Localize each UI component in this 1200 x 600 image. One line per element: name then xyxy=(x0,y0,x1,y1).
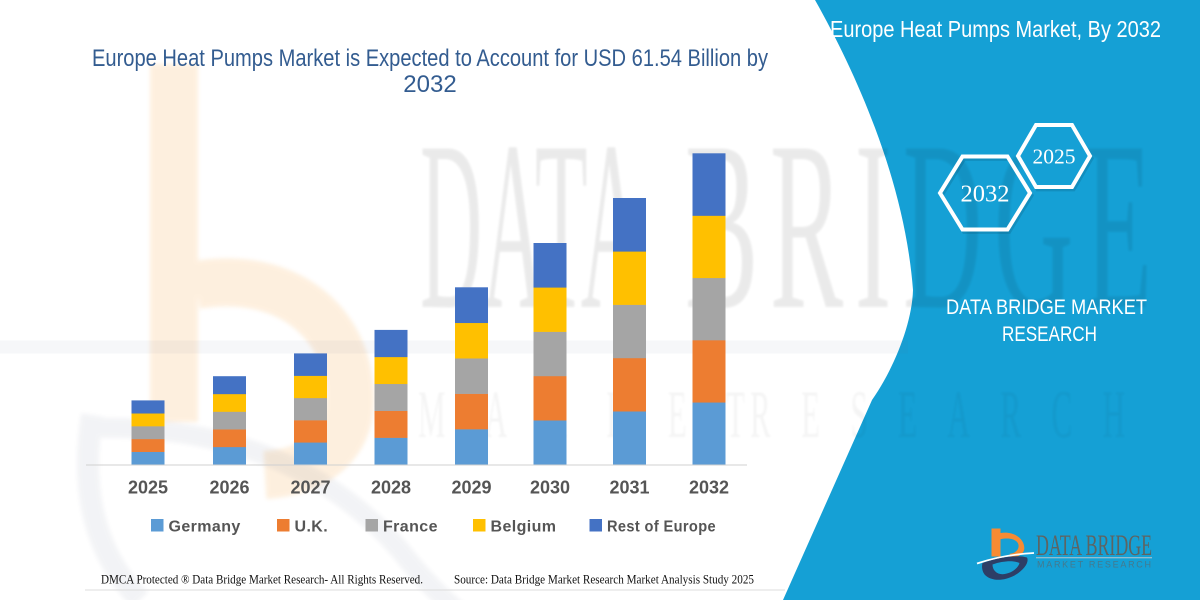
svg-text:2031: 2031 xyxy=(609,478,649,498)
svg-text:2032: 2032 xyxy=(403,71,456,98)
svg-text:RESEARCH: RESEARCH xyxy=(1002,323,1097,346)
svg-text:2030: 2030 xyxy=(530,478,570,498)
svg-text:Europe Heat Pumps Market, By 2: Europe Heat Pumps Market, By 2032 xyxy=(830,16,1161,42)
svg-text:DMCA Protected ® Data Bridge M: DMCA Protected ® Data Bridge Market Rese… xyxy=(101,573,423,587)
svg-text:2028: 2028 xyxy=(371,478,411,498)
svg-text:Belgium: Belgium xyxy=(491,519,557,536)
svg-text:2025: 2025 xyxy=(128,478,168,498)
svg-text:2032: 2032 xyxy=(689,478,729,498)
svg-text:Europe Heat Pumps Market is Ex: Europe Heat Pumps Market is Expected to … xyxy=(92,45,768,72)
svg-text:DATA BRIDGE MARKET: DATA BRIDGE MARKET xyxy=(946,296,1147,319)
svg-text:DATA: DATA xyxy=(420,92,643,360)
svg-text:Germany: Germany xyxy=(169,519,241,536)
svg-text:DATA BRIDGE: DATA BRIDGE xyxy=(1036,530,1152,562)
svg-text:France: France xyxy=(383,519,438,536)
svg-text:2029: 2029 xyxy=(451,478,491,498)
svg-text:2026: 2026 xyxy=(209,478,249,498)
svg-text:2032: 2032 xyxy=(961,181,1010,208)
svg-text:2027: 2027 xyxy=(290,478,330,498)
svg-text:MARKET RESEARCH: MARKET RESEARCH xyxy=(1037,560,1151,570)
svg-text:Source: Data Bridge Market Res: Source: Data Bridge Market Research Mark… xyxy=(454,573,754,587)
svg-text:U.K.: U.K. xyxy=(295,519,329,536)
svg-text:2025: 2025 xyxy=(1033,145,1076,169)
svg-text:Rest of Europe: Rest of Europe xyxy=(607,519,716,536)
